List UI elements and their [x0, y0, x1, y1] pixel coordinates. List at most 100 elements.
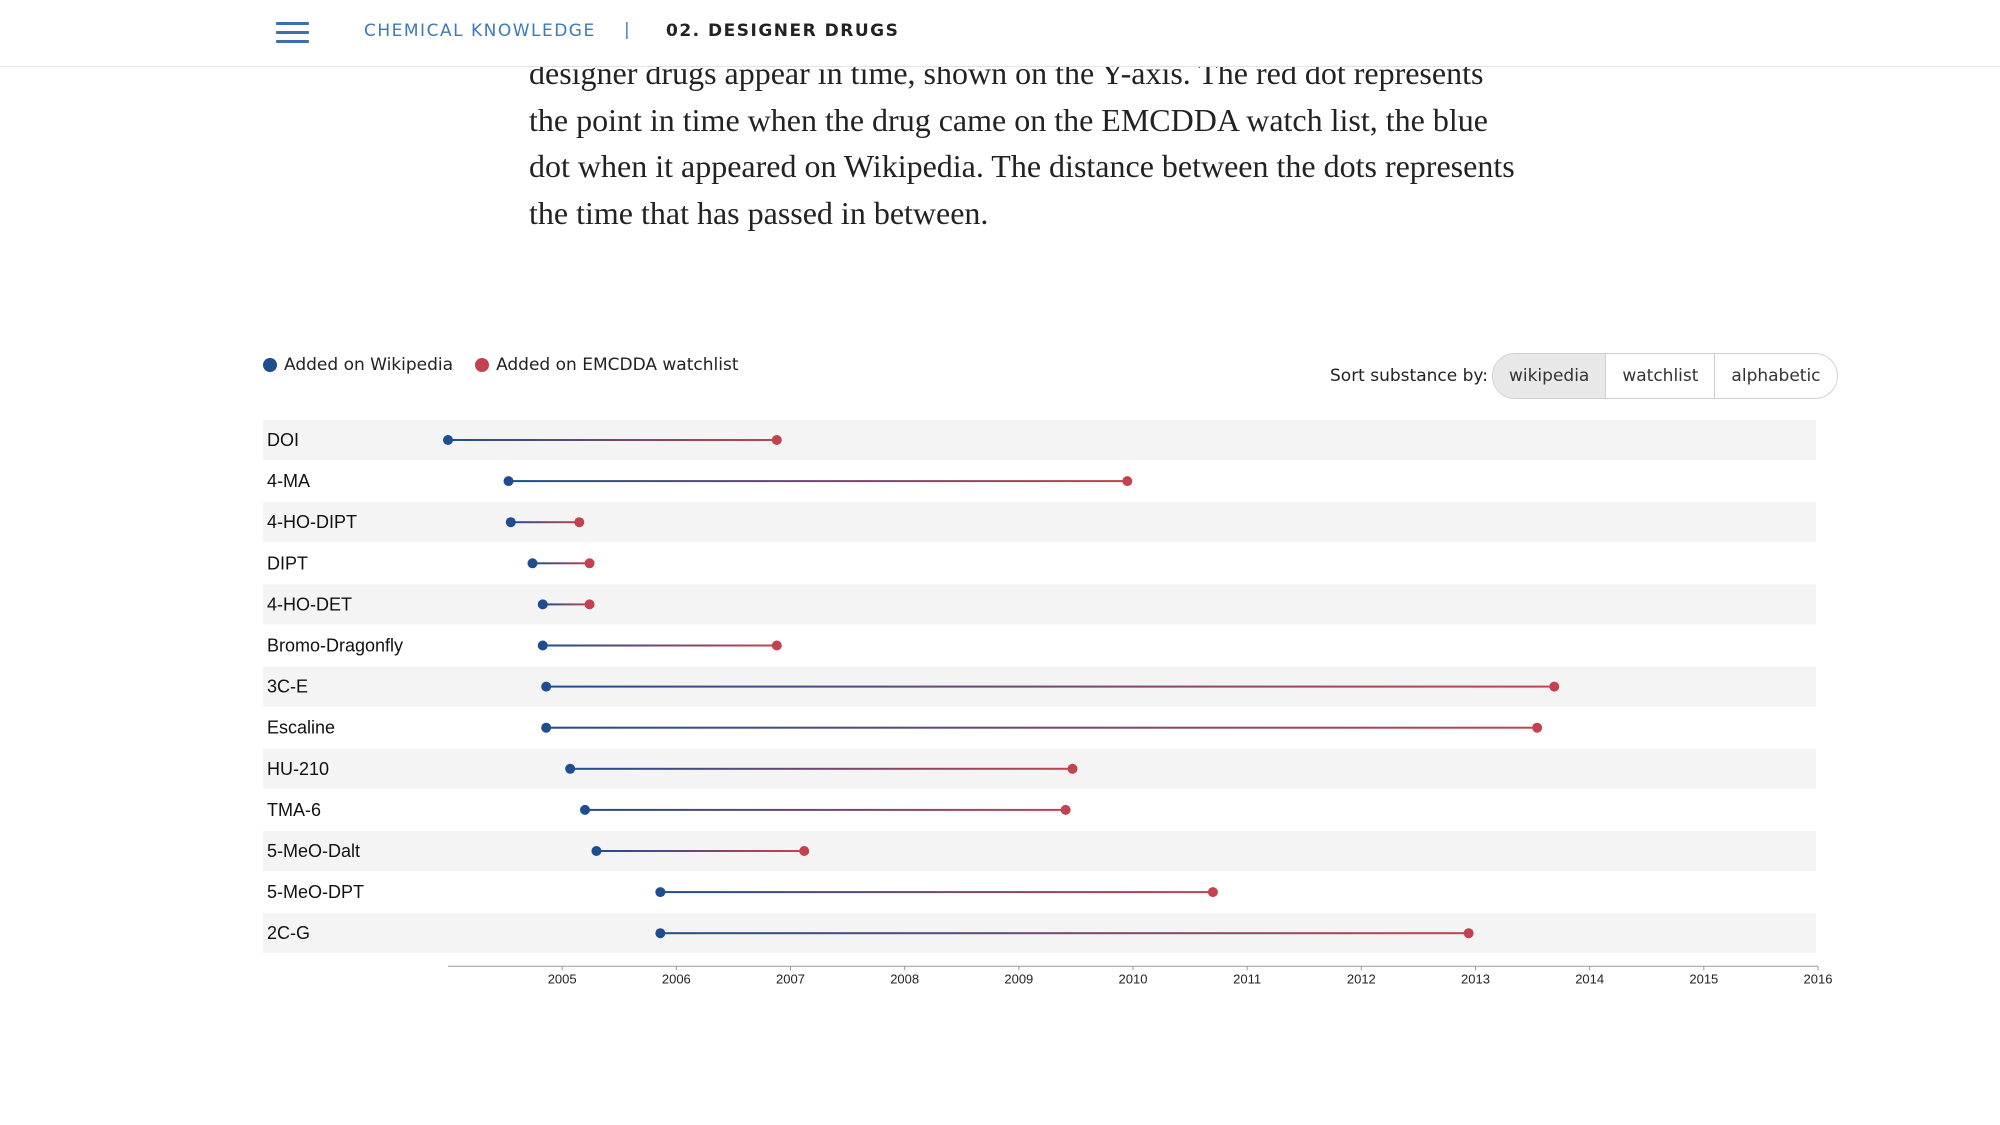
- x-tick-label: 2005: [548, 971, 577, 986]
- substance-label: 2C-G: [267, 923, 310, 943]
- watchlist-dot: [799, 846, 810, 856]
- substance-label: 4-MA: [267, 471, 310, 491]
- substance-label: DIPT: [267, 553, 308, 573]
- watchlist-dot: [1532, 722, 1543, 733]
- sort-control: Sort substance by: wikipedia watchlist a…: [1330, 353, 1838, 399]
- legend-label-wikipedia: Added on Wikipedia: [284, 355, 454, 375]
- watchlist-dot: [584, 599, 595, 610]
- substance-label: HU-210: [267, 759, 329, 779]
- row-band: [263, 502, 1816, 543]
- watchlist-dot: [1060, 804, 1071, 815]
- sort-button-group: wikipedia watchlist alphabetic: [1491, 353, 1838, 399]
- wikipedia-dot: [537, 640, 548, 651]
- menu-icon[interactable]: [276, 20, 309, 46]
- substance-label: Escaline: [267, 718, 335, 738]
- top-navigation-bar: CHEMICAL KNOWLEDGE | 02. DESIGNER DRUGS: [0, 0, 2000, 67]
- row-band: [263, 584, 1816, 625]
- wikipedia-dot: [591, 846, 602, 856]
- intro-line: dot when it appeared on Wikipedia. The d…: [529, 148, 1515, 184]
- wikipedia-dot: [443, 435, 453, 445]
- x-axis: 2005 2006 2007 2008 2009 2010 2011 2012 2013 2014…: [448, 965, 1833, 986]
- intro-line: the point in time when the drug came on …: [529, 101, 1488, 138]
- intro-text: designer drugs appear in time, shown on …: [529, 50, 1569, 236]
- watchlist-dot: [771, 640, 782, 651]
- substance-row: 4-MA: [267, 471, 1133, 491]
- legend-label-watchlist: Added on EMCDDA watchlist: [496, 355, 739, 375]
- substance-row: Escaline: [267, 718, 1543, 738]
- legend-dot-watchlist: [475, 358, 490, 372]
- duration-line: [546, 726, 1538, 729]
- sort-alphabetic-button[interactable]: alphabetic: [1714, 354, 1837, 398]
- substance-label: DOI: [267, 430, 299, 450]
- wikipedia-dot: [565, 763, 576, 774]
- x-tick-label: 2006: [662, 971, 691, 986]
- wikipedia-dot: [503, 476, 514, 487]
- watchlist-dot: [1067, 763, 1078, 774]
- duration-line: [585, 808, 1066, 811]
- wikipedia-dot: [655, 887, 666, 898]
- substance-row: 4-HO-DET: [267, 594, 595, 614]
- x-tick-label: 2012: [1347, 971, 1376, 986]
- substance-row: HU-210: [267, 759, 1078, 779]
- legend-dot-wikipedia: [263, 358, 277, 372]
- duration-line: [660, 891, 1213, 894]
- substance-row: 4-HO-DIPT: [267, 512, 585, 532]
- chart-legend: Added on Wikipedia Added on EMCDDA watch…: [263, 355, 760, 375]
- duration-line: [510, 521, 580, 524]
- substance-row: DOI: [267, 430, 782, 450]
- breadcrumb-section-link[interactable]: CHEMICAL KNOWLEDGE: [364, 21, 596, 41]
- watchlist-dot: [771, 435, 782, 445]
- watchlist-dot: [1207, 887, 1218, 898]
- duration-line: [542, 603, 590, 606]
- row-band: [263, 831, 1816, 871]
- substance-row: 2C-G: [267, 923, 1474, 943]
- substance-row: TMA-6: [267, 800, 1071, 820]
- wikipedia-dot: [580, 804, 590, 815]
- wikipedia-dot: [527, 558, 538, 569]
- substance-label: TMA-6: [267, 800, 321, 820]
- substance-row: 5-MeO-Dalt: [267, 841, 810, 861]
- duration-line: [546, 685, 1555, 688]
- duration-line: [570, 767, 1073, 770]
- substance-row: 3C-E: [267, 677, 1560, 697]
- substance-row: DIPT: [267, 553, 595, 573]
- substance-label: 3C-E: [267, 677, 308, 697]
- watchlist-dot: [584, 558, 595, 569]
- x-tick-label: 2007: [776, 971, 805, 986]
- substance-row: Bromo-Dragonfly: [267, 636, 782, 656]
- duration-line: [542, 644, 777, 647]
- substance-label: 4-HO-DIPT: [267, 512, 357, 532]
- wikipedia-dot: [541, 722, 552, 733]
- duration-line: [596, 850, 805, 852]
- dumbbell-chart: DOI 4-MA 4-HO-DIPT DIPT 4-HO-DET Bromo-Dragon…: [263, 420, 1833, 986]
- wikipedia-dot: [655, 928, 666, 939]
- duration-line: [660, 932, 1469, 935]
- substance-label: 5-MeO-Dalt: [267, 841, 360, 861]
- chart-rows: DOI 4-MA 4-HO-DIPT DIPT 4-HO-DET Bromo-Dragon…: [267, 430, 1560, 943]
- legend-item-wikipedia: Added on Wikipedia: [263, 355, 453, 375]
- watchlist-dot: [1463, 928, 1474, 939]
- x-tick-label: 2015: [1689, 971, 1718, 986]
- sort-label: Sort substance by:: [1330, 366, 1488, 386]
- x-tick-label: 2011: [1233, 971, 1261, 986]
- breadcrumb-current-page: 02. DESIGNER DRUGS: [666, 21, 900, 41]
- x-tick-label: 2009: [1004, 971, 1033, 986]
- wikipedia-dot: [541, 681, 552, 692]
- wikipedia-dot: [537, 599, 548, 610]
- watchlist-dot: [1549, 681, 1560, 692]
- x-tick-label: 2014: [1575, 971, 1604, 986]
- sort-wikipedia-button[interactable]: wikipedia: [1492, 354, 1606, 398]
- duration-line: [508, 480, 1128, 483]
- legend-item-watchlist: Added on EMCDDA watchlist: [475, 355, 738, 375]
- watchlist-dot: [574, 517, 585, 528]
- intro-line: the time that has passed in between.: [529, 194, 989, 231]
- watchlist-dot: [1122, 476, 1133, 487]
- wikipedia-dot: [505, 517, 516, 528]
- breadcrumb-separator: |: [624, 20, 630, 40]
- x-tick-label: 2010: [1119, 971, 1148, 986]
- sort-watchlist-button[interactable]: watchlist: [1605, 354, 1715, 398]
- substance-row: 5-MeO-DPT: [267, 882, 1218, 902]
- x-tick-label: 2008: [890, 971, 919, 986]
- x-tick-label: 2016: [1804, 971, 1833, 986]
- x-tick-label: 2013: [1461, 971, 1490, 986]
